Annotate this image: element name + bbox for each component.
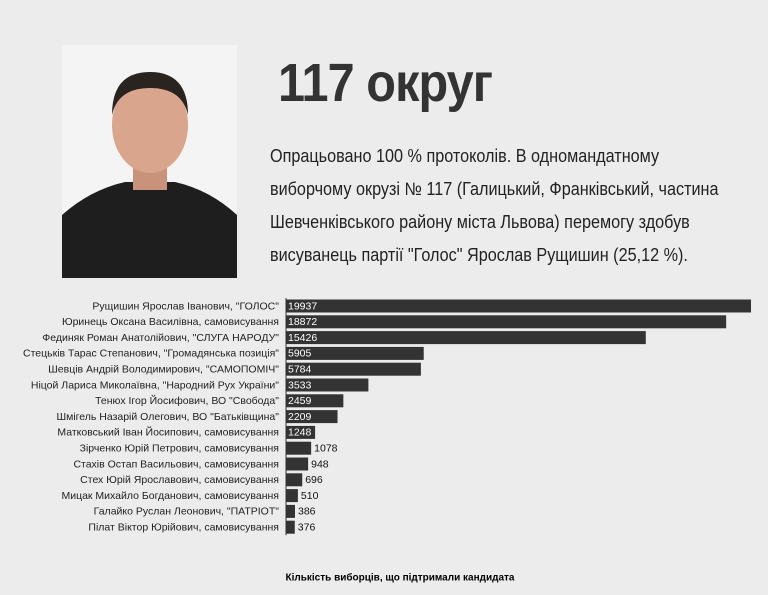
value-label: 3533 — [288, 379, 312, 391]
category-label: Галайко Руслан Леонович, "ПАТРІОТ" — [94, 506, 280, 518]
category-label: Стецьків Тарас Степанович, "Громадянська… — [23, 348, 279, 360]
bar — [286, 457, 309, 471]
bar — [286, 473, 303, 487]
category-label: Ніцой Лариса Миколаївна, "Народний Рух У… — [31, 379, 279, 391]
x-axis-label: Кількість виборців, що підтримали кандид… — [286, 572, 515, 584]
description: Опрацьовано 100 % протоколів. В одноманд… — [270, 146, 719, 265]
bar — [286, 331, 646, 345]
category-label: Шмігель Назарій Олегович, ВО "Батьківщин… — [56, 411, 279, 423]
bar — [286, 394, 344, 408]
category-label: Стахів Остап Васильович, самовисування — [73, 458, 279, 470]
category-label: Фединяк Роман Анатолійович, "СЛУГА НАРОД… — [42, 332, 279, 344]
value-label: 510 — [301, 490, 319, 502]
value-label: 5784 — [288, 363, 312, 375]
bar — [286, 315, 727, 329]
bar — [286, 299, 751, 313]
bar — [286, 346, 424, 360]
category-label: Рущишин Ярослав Іванович, "ГОЛОС" — [92, 300, 279, 312]
bar — [286, 378, 369, 392]
category-label: Шевців Андрій Володимирович, "САМОПОМІЧ" — [48, 363, 279, 375]
category-label: Стех Юрій Ярославович, самовисування — [80, 474, 279, 486]
value-label: 5905 — [288, 348, 312, 360]
bar — [286, 362, 421, 376]
value-label: 948 — [311, 458, 329, 470]
value-label: 2209 — [288, 411, 312, 423]
value-label: 1248 — [288, 427, 312, 439]
category-label: Пілат Віктор Юрійович, самовисування — [88, 521, 279, 533]
bar — [286, 441, 312, 455]
photo — [62, 45, 237, 278]
value-label: 2459 — [288, 395, 312, 407]
value-label: 1078 — [314, 442, 338, 454]
value-label: 376 — [298, 521, 316, 533]
category-label: Тенюх Ігор Йосифович, ВО "Свобода" — [95, 394, 279, 407]
category-label: Юринець Оксана Василівна, самовисування — [62, 316, 279, 328]
bar — [286, 489, 298, 503]
category-label: Мицак Михайло Богданович, самовисування — [61, 490, 279, 502]
bar — [286, 520, 295, 534]
value-label: 386 — [298, 506, 316, 518]
value-label: 18872 — [288, 316, 317, 328]
value-label: 696 — [305, 474, 323, 486]
bar — [286, 410, 338, 424]
value-label: 15426 — [288, 332, 317, 344]
category-label: Зірченко Юрій Петрович, самовисування — [80, 442, 279, 454]
title: 117 округ — [278, 53, 493, 113]
bar — [286, 425, 316, 439]
bar — [286, 504, 296, 518]
value-label: 19937 — [288, 300, 317, 312]
category-label: Матковський Іван Йосипович, самовисуванн… — [57, 426, 279, 439]
